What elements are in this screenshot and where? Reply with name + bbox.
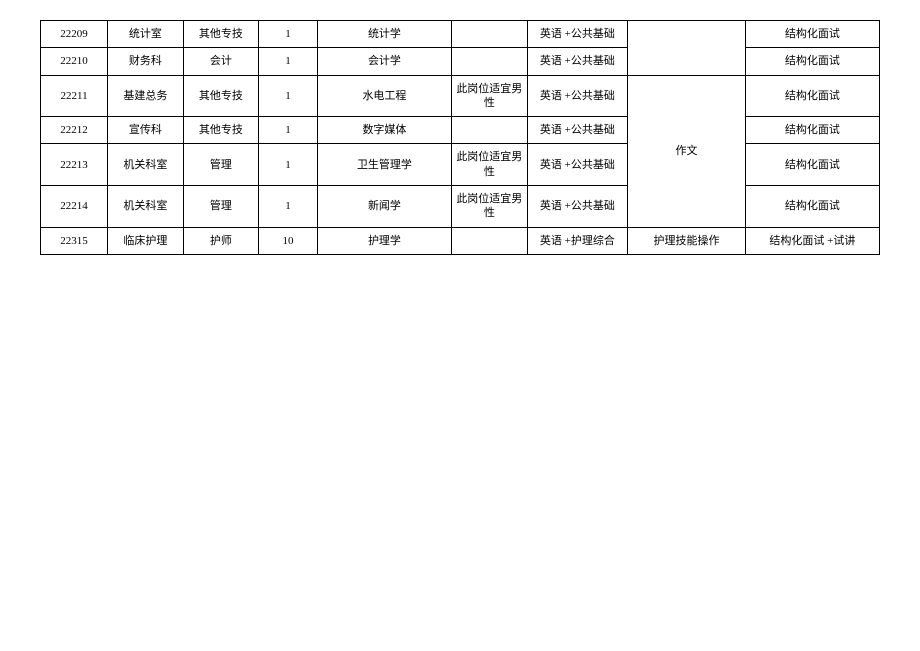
- recruitment-table: 22209 统计室 其他专技 1 统计学 英语 +公共基础 结构化面试 2221…: [40, 20, 880, 255]
- cell-exam2-merged: [628, 21, 745, 76]
- cell-exam1: 英语 +公共基础: [527, 48, 628, 75]
- cell-num: 1: [259, 117, 318, 144]
- cell-interview: 结构化面试: [745, 75, 879, 117]
- cell-code: 22315: [41, 227, 108, 254]
- cell-exam1: 英语 +公共基础: [527, 75, 628, 117]
- cell-dept: 统计室: [108, 21, 184, 48]
- table-row: 22210 财务科 会计 1 会计学 英语 +公共基础 结构化面试: [41, 48, 880, 75]
- cell-type: 管理: [183, 144, 259, 186]
- cell-major: 新闻学: [317, 186, 451, 228]
- cell-major: 卫生管理学: [317, 144, 451, 186]
- cell-type: 其他专技: [183, 117, 259, 144]
- cell-interview: 结构化面试 +试讲: [745, 227, 879, 254]
- cell-type: 护师: [183, 227, 259, 254]
- cell-num: 1: [259, 75, 318, 117]
- table-row: 22213 机关科室 管理 1 卫生管理学 此岗位适宜男性 英语 +公共基础 结…: [41, 144, 880, 186]
- cell-exam1: 英语 +公共基础: [527, 186, 628, 228]
- cell-num: 10: [259, 227, 318, 254]
- cell-dept: 财务科: [108, 48, 184, 75]
- cell-major: 水电工程: [317, 75, 451, 117]
- table-row: 22214 机关科室 管理 1 新闻学 此岗位适宜男性 英语 +公共基础 结构化…: [41, 186, 880, 228]
- cell-code: 22211: [41, 75, 108, 117]
- cell-dept: 机关科室: [108, 144, 184, 186]
- cell-note: [452, 227, 528, 254]
- cell-interview: 结构化面试: [745, 48, 879, 75]
- cell-exam2-merged: 作文: [628, 75, 745, 227]
- cell-num: 1: [259, 144, 318, 186]
- cell-dept: 机关科室: [108, 186, 184, 228]
- cell-num: 1: [259, 21, 318, 48]
- cell-code: 22213: [41, 144, 108, 186]
- cell-interview: 结构化面试: [745, 186, 879, 228]
- cell-major: 会计学: [317, 48, 451, 75]
- cell-interview: 结构化面试: [745, 144, 879, 186]
- cell-exam1: 英语 +公共基础: [527, 117, 628, 144]
- cell-interview: 结构化面试: [745, 21, 879, 48]
- cell-code: 22210: [41, 48, 108, 75]
- cell-major: 护理学: [317, 227, 451, 254]
- cell-note: 此岗位适宜男性: [452, 144, 528, 186]
- table-row: 22212 宣传科 其他专技 1 数字媒体 英语 +公共基础 结构化面试: [41, 117, 880, 144]
- cell-dept: 基建总务: [108, 75, 184, 117]
- table-row: 22315 临床护理 护师 10 护理学 英语 +护理综合 护理技能操作 结构化…: [41, 227, 880, 254]
- cell-major: 统计学: [317, 21, 451, 48]
- cell-type: 会计: [183, 48, 259, 75]
- cell-note: [452, 48, 528, 75]
- cell-num: 1: [259, 48, 318, 75]
- cell-interview: 结构化面试: [745, 117, 879, 144]
- cell-num: 1: [259, 186, 318, 228]
- cell-code: 22209: [41, 21, 108, 48]
- cell-exam1: 英语 +护理综合: [527, 227, 628, 254]
- cell-note: 此岗位适宜男性: [452, 186, 528, 228]
- cell-note: [452, 21, 528, 48]
- cell-dept: 宣传科: [108, 117, 184, 144]
- cell-dept: 临床护理: [108, 227, 184, 254]
- cell-major: 数字媒体: [317, 117, 451, 144]
- cell-note: [452, 117, 528, 144]
- cell-exam1: 英语 +公共基础: [527, 21, 628, 48]
- cell-exam2: 护理技能操作: [628, 227, 745, 254]
- table-row: 22209 统计室 其他专技 1 统计学 英语 +公共基础 结构化面试: [41, 21, 880, 48]
- cell-code: 22212: [41, 117, 108, 144]
- table-row: 22211 基建总务 其他专技 1 水电工程 此岗位适宜男性 英语 +公共基础 …: [41, 75, 880, 117]
- cell-type: 管理: [183, 186, 259, 228]
- cell-code: 22214: [41, 186, 108, 228]
- cell-exam1: 英语 +公共基础: [527, 144, 628, 186]
- cell-note: 此岗位适宜男性: [452, 75, 528, 117]
- cell-type: 其他专技: [183, 75, 259, 117]
- cell-type: 其他专技: [183, 21, 259, 48]
